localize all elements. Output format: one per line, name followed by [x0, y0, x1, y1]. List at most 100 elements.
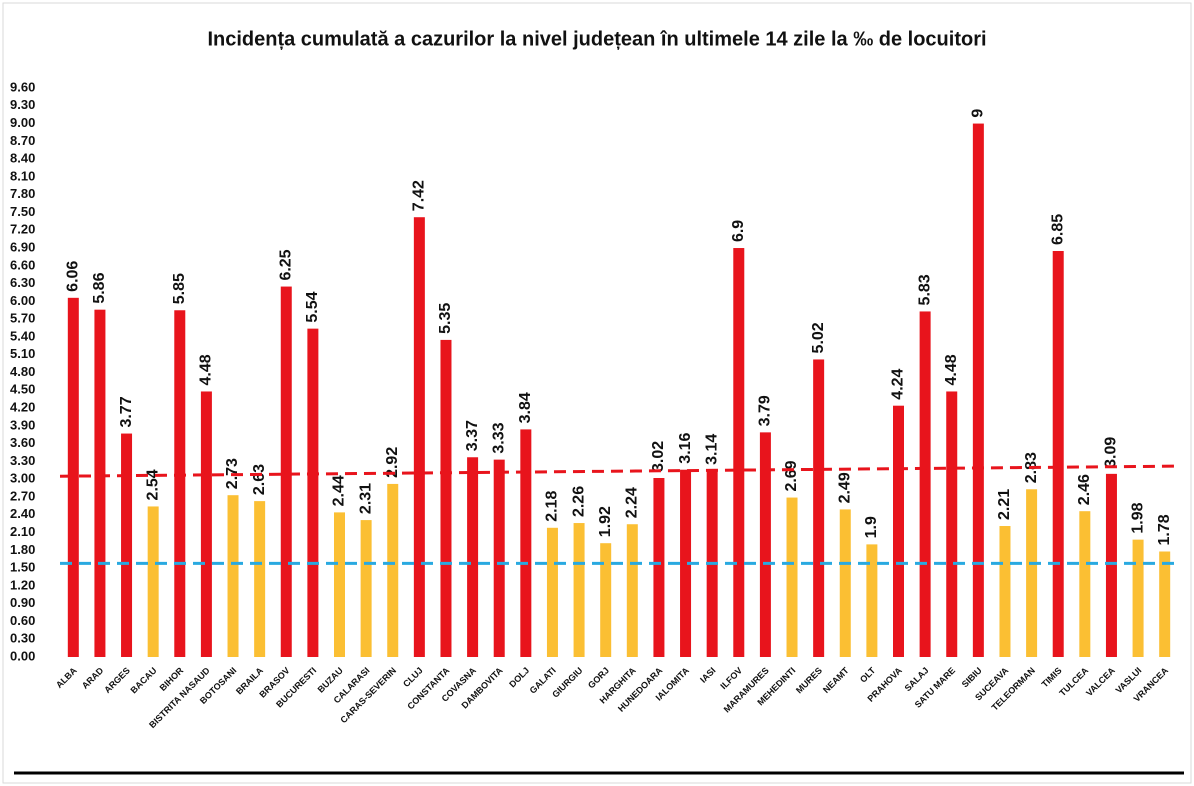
- value-label: 2.69: [783, 460, 800, 491]
- y-tick-label: 5.40: [10, 328, 35, 343]
- value-label: 9: [970, 109, 987, 118]
- bar: [493, 459, 505, 657]
- y-tick-label: 6.90: [10, 239, 35, 254]
- bar: [839, 509, 851, 657]
- y-tick-label: 0.30: [10, 631, 35, 646]
- y-tick-label: 1.20: [10, 577, 35, 592]
- value-label: 3.77: [118, 396, 135, 427]
- bar: [307, 328, 319, 657]
- bar: [680, 469, 692, 657]
- value-label: 2.18: [544, 491, 561, 522]
- bar: [174, 310, 186, 657]
- y-tick-label: 2.70: [10, 488, 35, 503]
- y-tick-label: 3.90: [10, 417, 35, 432]
- y-tick-label: 9.60: [10, 79, 35, 94]
- bar: [919, 311, 931, 657]
- value-label: 3.79: [757, 395, 774, 426]
- value-label: 3.02: [650, 441, 667, 472]
- y-tick-label: 4.50: [10, 382, 35, 397]
- bar: [467, 457, 479, 657]
- y-tick-label: 8.70: [10, 133, 35, 148]
- bar: [653, 478, 665, 657]
- y-tick-label: 2.10: [10, 524, 35, 539]
- bar: [573, 523, 585, 657]
- chart-title: Incidența cumulată a cazurilor la nivel …: [207, 28, 986, 50]
- value-label: 2.49: [836, 472, 853, 503]
- y-tick-label: 0.90: [10, 595, 35, 610]
- value-label: 7.42: [411, 180, 428, 211]
- y-tick-label: 3.60: [10, 435, 35, 450]
- value-label: 3.14: [703, 434, 720, 465]
- y-tick-label: 1.80: [10, 542, 35, 557]
- value-label: 2.63: [251, 464, 268, 495]
- bar: [1132, 539, 1144, 657]
- value-label: 5.83: [916, 274, 933, 305]
- y-tick-label: 6.00: [10, 293, 35, 308]
- y-tick-label: 9.30: [10, 97, 35, 112]
- bar: [866, 544, 878, 657]
- value-label: 2.44: [331, 475, 348, 506]
- bar: [813, 359, 825, 657]
- y-tick-label: 6.30: [10, 275, 35, 290]
- y-tick-label: 8.40: [10, 151, 35, 166]
- value-label: 2.92: [384, 447, 401, 478]
- bar: [626, 524, 638, 657]
- value-label: 3.16: [677, 432, 694, 463]
- bar: [786, 497, 798, 657]
- value-label: 4.48: [198, 354, 215, 385]
- bar: [1026, 489, 1038, 657]
- value-label: 1.92: [597, 506, 614, 537]
- y-tick-label: 3.00: [10, 471, 35, 486]
- y-tick-label: 7.20: [10, 222, 35, 237]
- value-label: 4.48: [943, 354, 960, 385]
- value-label: 5.85: [171, 273, 188, 304]
- value-label: 3.33: [490, 422, 507, 453]
- value-label: 5.86: [91, 272, 108, 303]
- y-tick-label: 5.10: [10, 346, 35, 361]
- bar: [600, 543, 612, 657]
- reference-line: [59, 464, 1179, 478]
- bar: [227, 495, 239, 657]
- bar: [387, 483, 399, 657]
- value-label: 1.78: [1156, 514, 1173, 545]
- y-tick-label: 3.30: [10, 453, 35, 468]
- bar: [999, 526, 1011, 657]
- value-label: 2.21: [996, 489, 1013, 520]
- y-tick-label: 1.50: [10, 560, 35, 575]
- value-label: 6.06: [65, 261, 82, 292]
- bar: [893, 405, 904, 657]
- bar: [733, 248, 745, 657]
- value-label: 2.31: [357, 483, 374, 514]
- y-tick-label: 2.40: [10, 506, 35, 521]
- bar: [254, 501, 266, 657]
- value-label: 3.09: [1103, 437, 1120, 468]
- value-label: 3.37: [464, 420, 481, 451]
- value-label: 2.54: [144, 469, 161, 500]
- y-tick-label: 9.00: [10, 115, 35, 130]
- bar: [334, 512, 345, 657]
- y-tick-label: 7.80: [10, 186, 35, 201]
- value-label: 6.25: [277, 249, 294, 280]
- bar: [413, 217, 425, 657]
- y-tick-label: 8.10: [10, 168, 35, 183]
- value-label: 6.9: [730, 220, 747, 242]
- y-tick-label: 0.60: [10, 613, 35, 628]
- y-tick-label: 5.70: [10, 311, 35, 326]
- value-label: 5.02: [810, 322, 827, 353]
- value-label: 2.26: [570, 486, 587, 517]
- bar: [546, 527, 558, 657]
- bar: [67, 297, 79, 657]
- bar: [1079, 511, 1091, 657]
- bar: [147, 506, 159, 657]
- bar: [200, 391, 212, 657]
- value-label: 4.24: [890, 368, 907, 399]
- value-label: 2.46: [1076, 474, 1093, 505]
- bar: [440, 339, 452, 657]
- value-label: 5.54: [304, 291, 321, 322]
- value-label: 6.85: [1049, 214, 1066, 245]
- bar: [946, 391, 958, 657]
- bar: [1159, 551, 1171, 657]
- value-label: 5.35: [437, 303, 454, 334]
